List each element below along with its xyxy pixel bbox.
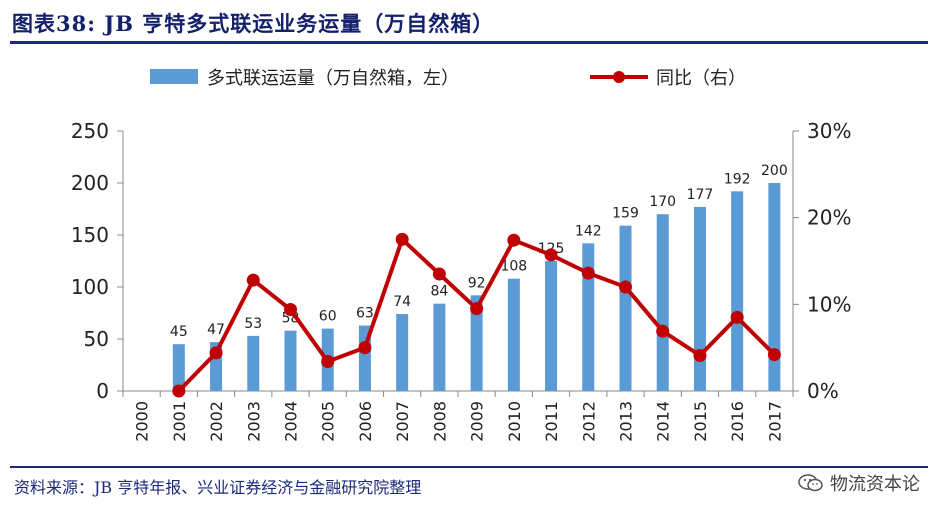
legend-line-marker — [613, 71, 625, 83]
bar-data-label: 92 — [468, 275, 486, 291]
bar — [172, 344, 185, 391]
left-tick-label: 150 — [71, 223, 109, 247]
bar-data-label: 60 — [319, 309, 337, 325]
title-divider — [10, 41, 928, 44]
bar-data-label: 200 — [761, 163, 788, 179]
x-tick-label: 2009 — [468, 401, 487, 442]
bar-data-label: 47 — [207, 322, 225, 338]
source-divider — [10, 466, 928, 468]
right-tick-label: 30% — [807, 119, 851, 143]
x-tick-label: 2016 — [728, 401, 747, 442]
yoy-point — [693, 348, 707, 362]
bar-data-label: 159 — [612, 206, 639, 222]
bar — [470, 295, 483, 391]
bar — [731, 191, 744, 391]
line-series — [172, 232, 781, 398]
bar-data-label: 53 — [244, 316, 262, 332]
source-note: 资料来源：JB 亨特年报、兴业证券经济与金融研究院整理 — [14, 478, 422, 497]
x-tick-label: 2003 — [244, 401, 263, 442]
x-tick-label: 2001 — [170, 401, 189, 442]
yoy-point — [581, 266, 595, 280]
bar-data-label: 45 — [170, 324, 188, 340]
chart-title: 图表38: JB 亨特多式联运业务运量（万自然箱） — [12, 11, 495, 36]
x-tick-label: 2017 — [765, 401, 784, 442]
bar — [396, 314, 409, 391]
x-tick-label: 2006 — [356, 401, 375, 442]
x-tick-label: 2012 — [579, 401, 598, 442]
bar-labels: 4547535860637484921081251421591701771922… — [170, 163, 788, 340]
bar-data-label: 74 — [393, 294, 411, 310]
yoy-point — [246, 273, 260, 287]
chart: 多式联运运量（万自然箱，左） 同比（右） 0 50 100 150 200 250 0% 10… — [71, 68, 852, 442]
yoy-point — [470, 302, 484, 316]
legend-bar-label: 多式联运运量（万自然箱，左） — [207, 68, 459, 89]
bar-data-label: 142 — [575, 223, 602, 239]
x-tick-label: 2002 — [207, 401, 226, 442]
watermark: 物流资本论 — [798, 470, 920, 496]
yoy-point — [507, 233, 521, 247]
bar-data-label: 108 — [500, 259, 527, 275]
left-tick-label: 0 — [96, 379, 109, 403]
bar-data-label: 63 — [356, 305, 374, 321]
left-tick-label: 50 — [84, 327, 109, 351]
bar-data-label: 170 — [649, 194, 676, 210]
bar — [507, 278, 520, 391]
yoy-point — [321, 355, 335, 369]
wechat-icon — [798, 473, 824, 493]
watermark-label: 物流资本论 — [830, 474, 920, 495]
bar — [693, 206, 706, 391]
right-tick-label: 0% — [807, 379, 839, 403]
yoy-point — [767, 348, 781, 362]
x-tick-label: 2010 — [505, 401, 524, 442]
right-tick-label: 10% — [807, 292, 851, 316]
legend-bar-swatch — [150, 69, 198, 84]
bar — [433, 303, 446, 391]
x-tick-label: 2015 — [691, 401, 710, 442]
bar-data-label: 192 — [724, 171, 751, 187]
yoy-point — [358, 341, 372, 355]
yoy-point — [619, 280, 632, 294]
yoy-point — [395, 232, 409, 246]
x-tick-label: 2011 — [542, 401, 561, 442]
left-tick-label: 200 — [71, 171, 109, 195]
yoy-point — [209, 346, 223, 360]
bar — [545, 261, 558, 391]
x-tick-label: 2000 — [133, 401, 152, 442]
x-tick-label: 2005 — [319, 401, 338, 442]
bar — [247, 335, 260, 391]
right-tick-label: 20% — [807, 206, 851, 230]
bars — [172, 183, 781, 391]
bar-data-label: 177 — [687, 187, 714, 203]
x-tick-label: 2014 — [654, 401, 673, 442]
yoy-point — [432, 267, 446, 281]
left-tick-label: 100 — [71, 275, 109, 299]
bar — [582, 243, 595, 391]
yoy-point — [730, 310, 744, 324]
x-tick-label: 2004 — [282, 401, 301, 442]
bar — [284, 330, 297, 391]
bar — [768, 183, 781, 391]
yoy-point — [656, 324, 670, 338]
axes: 0 50 100 150 200 250 0% 10% 20% 30% 2000 2001 2002 20… — [71, 119, 852, 442]
x-tick-label: 2008 — [430, 401, 449, 442]
bar — [656, 214, 669, 391]
bar — [619, 225, 632, 391]
yoy-point — [172, 384, 186, 398]
bar-data-label: 84 — [430, 284, 448, 300]
legend: 多式联运运量（万自然箱，左） 同比（右） — [150, 68, 746, 89]
legend-line-label: 同比（右） — [656, 68, 746, 89]
yoy-point — [284, 303, 297, 317]
left-tick-label: 250 — [71, 119, 109, 143]
yoy-point — [544, 248, 558, 262]
x-tick-label: 2013 — [617, 401, 636, 442]
x-tick-label: 2007 — [393, 401, 412, 442]
